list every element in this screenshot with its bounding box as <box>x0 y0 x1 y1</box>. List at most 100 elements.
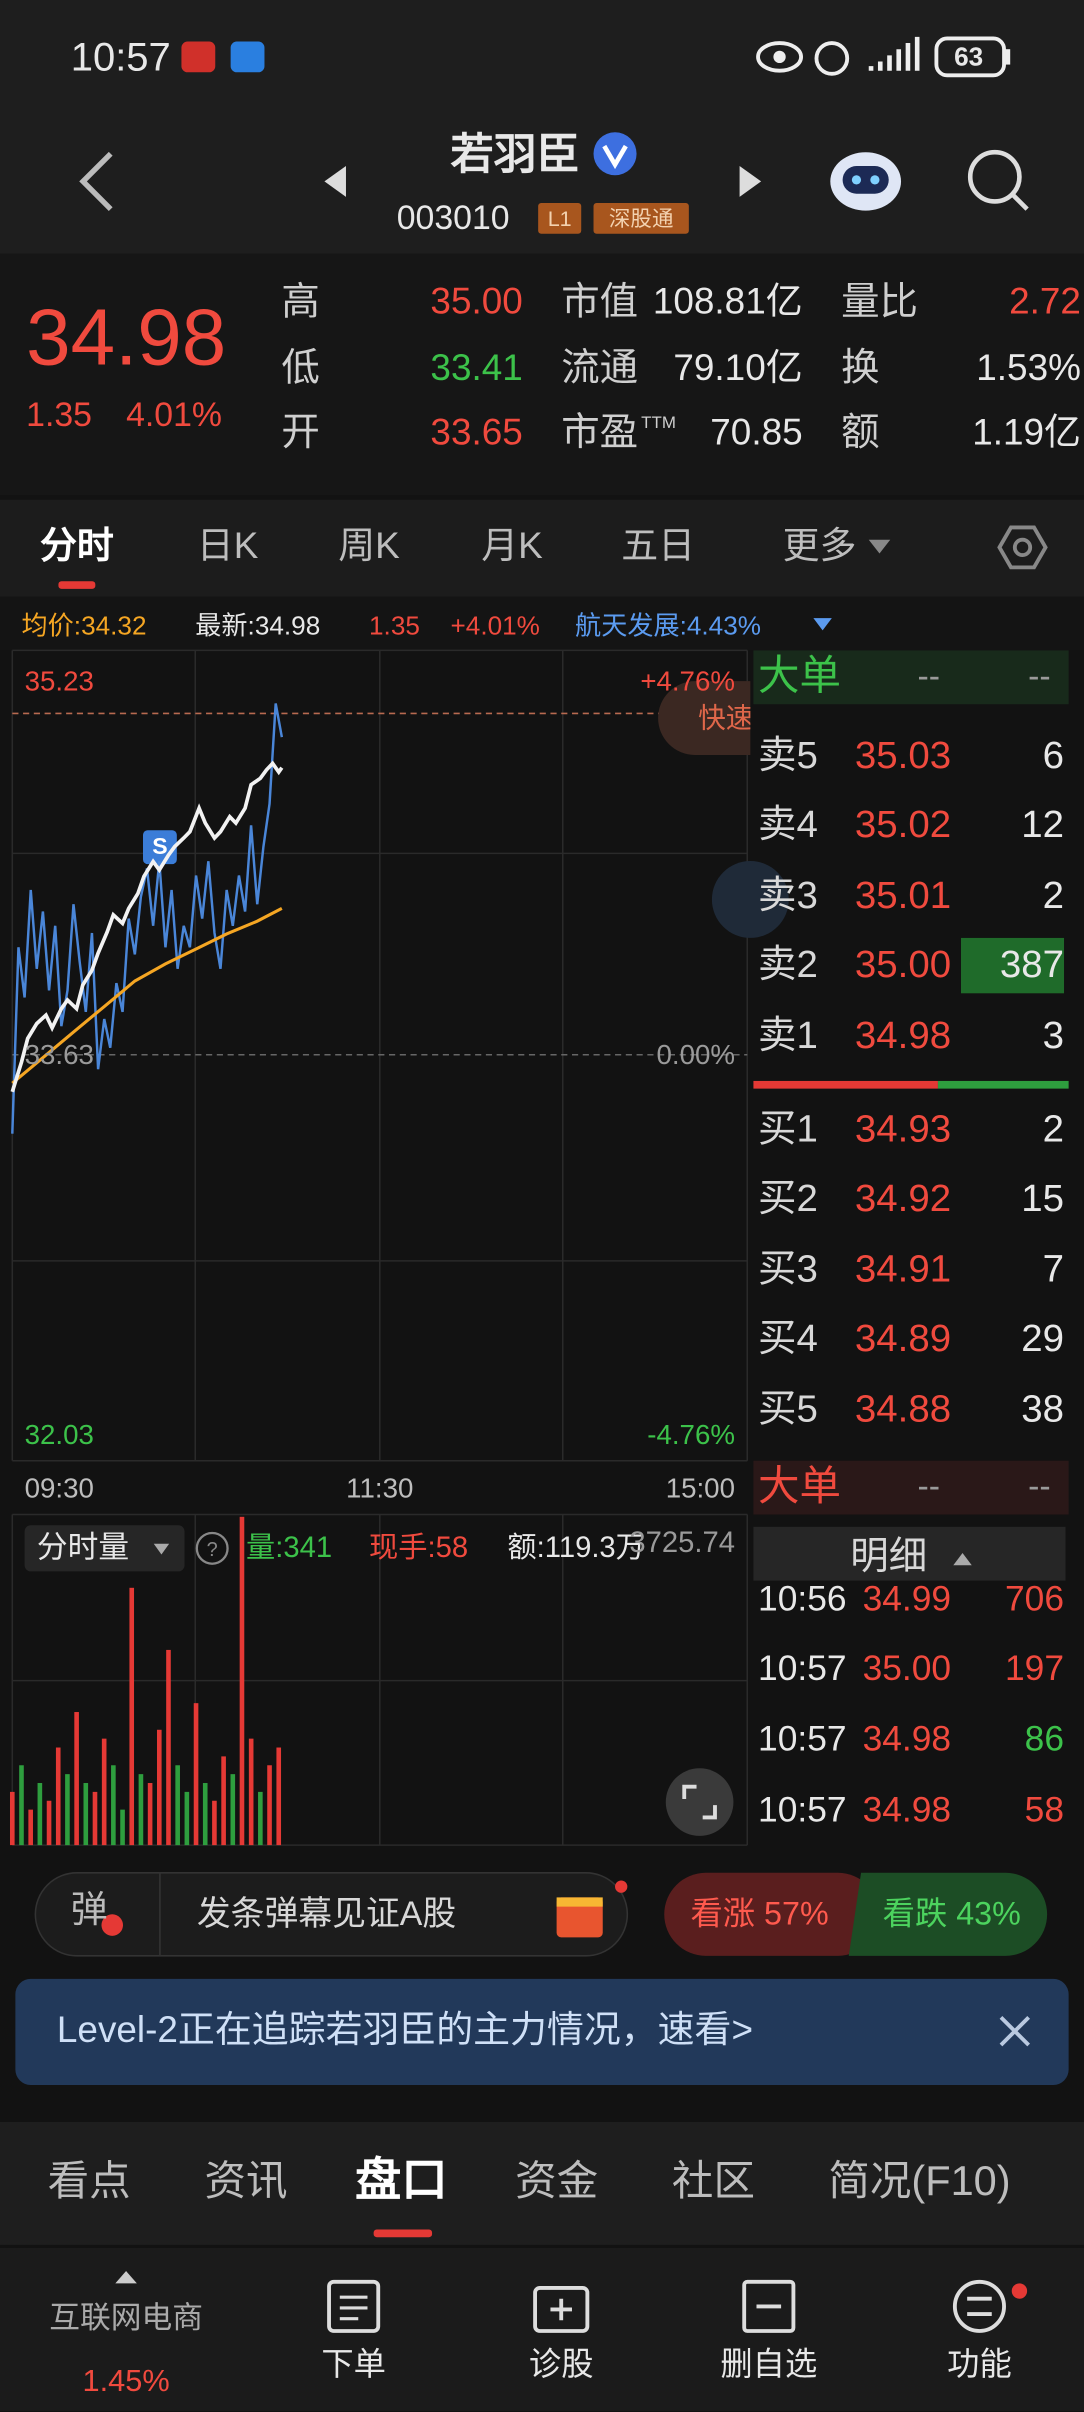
pct-axis-label: -4.76% <box>647 1419 735 1450</box>
tick-price: 34.98 <box>862 1718 952 1759</box>
book-volume: 2 <box>1042 874 1065 918</box>
section-tab[interactable]: 社区 <box>671 2158 755 2205</box>
tab-decor <box>58 525 1048 631</box>
nav-item[interactable]: 下单 <box>321 2347 386 2383</box>
last-price: 34.98 <box>26 293 227 383</box>
volume-bar <box>101 1738 107 1846</box>
volume-bar <box>267 1765 272 1846</box>
stock-code: 003010 <box>396 198 510 237</box>
price-axis-label: 33.63 <box>24 1039 94 1071</box>
volume-bar <box>147 1783 153 1846</box>
badge: 深股通 <box>608 206 674 231</box>
stat-value: 70.85 <box>710 412 803 454</box>
big-order-title: 大单 <box>758 652 842 699</box>
tick-time: 10:57 <box>758 1647 847 1688</box>
nav-item[interactable]: 诊股 <box>528 2347 594 2383</box>
time-label: 09:30 <box>24 1473 94 1504</box>
book-price: 35.02 <box>854 803 952 847</box>
chart-tab[interactable]: 日K <box>196 525 259 568</box>
chart-tab[interactable]: 分时 <box>39 525 114 568</box>
stock-name: 若羽臣 <box>450 130 580 179</box>
price-change: 1.35 <box>26 395 92 434</box>
book-label: 卖1 <box>758 1014 818 1058</box>
status-time: 10:57 <box>70 33 171 80</box>
nav-item[interactable]: 删自选 <box>720 2347 818 2383</box>
latest-price: 最新:34.98 <box>195 611 321 641</box>
quick-button[interactable]: 快速 <box>677 681 751 755</box>
book-price: 34.91 <box>854 1247 952 1291</box>
chart-tab[interactable]: 更多 <box>782 525 857 568</box>
stat-label: 低 <box>281 346 320 390</box>
danmaku-icon[interactable]: 弹 <box>70 1889 108 1932</box>
quote-bg <box>0 253 1084 496</box>
section-tab[interactable]: 盘口 <box>355 2155 448 2207</box>
volume-bar <box>120 1809 125 1846</box>
price-line <box>10 760 284 1093</box>
volume-bar <box>74 1712 79 1846</box>
svg-text:?: ? <box>207 1539 218 1561</box>
volume-bar <box>65 1774 70 1846</box>
stat-value: 1.19亿 <box>972 412 1081 454</box>
volume-hand: 现手:58 <box>369 1532 469 1565</box>
tick-price: 35.00 <box>862 1647 952 1688</box>
section-tab[interactable]: 资讯 <box>204 2158 288 2205</box>
stat-value: 1.53% <box>976 347 1081 390</box>
volume-bar <box>276 1747 282 1846</box>
time-label: 11:30 <box>346 1473 414 1504</box>
book-label: 买3 <box>758 1247 818 1291</box>
price-axis-label: 32.03 <box>24 1419 94 1450</box>
volume-bar <box>166 1649 171 1846</box>
ticks-title[interactable]: 明细 <box>850 1535 928 1579</box>
section-tab[interactable]: 看点 <box>47 2158 131 2205</box>
danmaku-input[interactable]: 发条弹幕见证A股 <box>196 1894 457 1933</box>
status-icons <box>181 36 1011 78</box>
chart-decor: ? <box>24 681 789 1836</box>
chart-grid <box>11 649 749 1846</box>
volume-bar <box>156 1729 162 1846</box>
stat-label: 市盈 <box>561 411 639 455</box>
section-tab[interactable]: 资金 <box>515 2158 599 2205</box>
book-volume: 7 <box>1042 1247 1065 1291</box>
chart-tab[interactable]: 五日 <box>621 525 695 568</box>
book-volume: 2 <box>1042 1107 1065 1151</box>
stat-label: 市值 <box>561 280 639 324</box>
stat-value: 33.41 <box>430 347 523 390</box>
volume-selector[interactable]: 分时量 <box>36 1531 130 1566</box>
nav-item[interactable]: 功能 <box>947 2347 1012 2383</box>
quick-button-text[interactable]: 快速 <box>698 702 751 734</box>
book-label: 买5 <box>758 1387 818 1431</box>
volume-bar <box>37 1783 43 1846</box>
chart-tab[interactable]: 月K <box>481 525 543 568</box>
chart-tab[interactable]: 周K <box>338 525 400 568</box>
book-price: 35.03 <box>854 734 952 778</box>
volume-bar <box>175 1765 180 1846</box>
volume-max: 3725.74 <box>629 1527 735 1560</box>
book-price: 34.88 <box>854 1387 952 1431</box>
book-volume: 6 <box>1042 734 1065 778</box>
book-price: 34.93 <box>854 1107 952 1151</box>
volume-bar <box>55 1747 61 1846</box>
volume-bar <box>239 1516 245 1846</box>
vote-bull[interactable]: 看涨 57% <box>690 1896 829 1932</box>
volume-bar <box>202 1783 208 1846</box>
book-label: 买2 <box>758 1177 818 1221</box>
sector-name[interactable]: 互联网电商 <box>49 2301 203 2336</box>
volume-bar <box>129 1587 135 1846</box>
book-label: 卖3 <box>758 874 818 918</box>
related-stock[interactable]: 航天发展:4.43% <box>575 611 762 641</box>
volume-bar <box>83 1783 89 1846</box>
book-label: 卖2 <box>758 943 818 987</box>
section-tab[interactable]: 简况(F10) <box>828 2158 1011 2205</box>
header-icons <box>79 132 1029 234</box>
book-label: 卖5 <box>758 734 818 778</box>
volume-bar <box>184 1791 190 1846</box>
level2-banner[interactable]: Level-2正在追踪若羽臣的主力情况，速看> <box>56 2009 754 2052</box>
vote-bear[interactable]: 看跌 43% <box>882 1896 1021 1932</box>
volume-bar <box>212 1800 217 1846</box>
tick-time: 10:57 <box>758 1718 847 1759</box>
pct-axis-label: +4.76% <box>640 665 735 697</box>
volume-total: 量:341 <box>246 1532 333 1565</box>
volume-bar <box>19 1765 24 1846</box>
book-volume: 29 <box>1021 1316 1065 1361</box>
avg-price: 均价:34.32 <box>21 611 147 641</box>
